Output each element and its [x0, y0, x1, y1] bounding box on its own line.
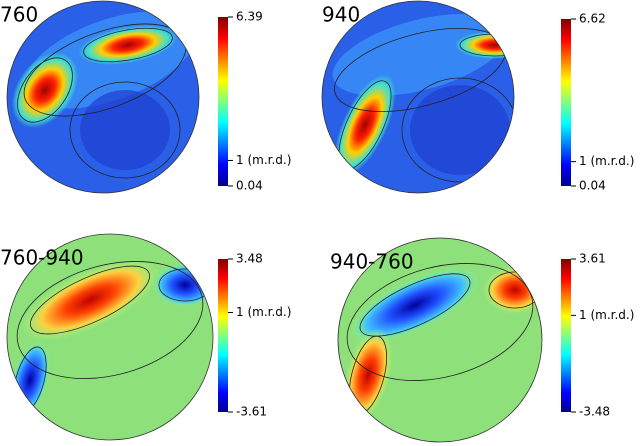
colorbar — [561, 19, 571, 186]
pole-outline — [6, 0, 200, 194]
panel-title: 940-760 — [330, 250, 414, 274]
colorbar-tick-label: 3.48 — [236, 252, 263, 266]
pole-figure — [322, 1, 514, 193]
colorbar-tick-label: 1 (m.r.d.) — [236, 153, 291, 167]
colorbar-tick-label: -3.61 — [236, 405, 267, 419]
pole-figure — [7, 234, 213, 440]
colorbar-tick-label: 1 (m.r.d.) — [236, 305, 291, 319]
colorbar-tick-label: 6.62 — [579, 12, 606, 26]
colorbar — [561, 259, 571, 412]
colorbar-tick-label: 1 (m.r.d.) — [579, 308, 634, 322]
colorbar-tick-label: 0.04 — [579, 179, 606, 193]
pole-figure — [7, 1, 199, 193]
panel-title: 760 — [0, 3, 38, 27]
colorbar-tick-label: 6.39 — [236, 10, 263, 24]
colorbar — [218, 17, 228, 186]
colorbar-tick-label: 0.04 — [236, 179, 263, 193]
colorbar — [218, 259, 228, 412]
pole-outline — [337, 237, 543, 443]
colorbar-tick-label: 3.61 — [579, 252, 606, 266]
panel-title: 760-940 — [0, 246, 84, 270]
panel-title: 940 — [322, 3, 360, 27]
pole-outline — [321, 0, 515, 194]
pole-outline — [6, 233, 214, 441]
colorbar-tick-label: 1 (m.r.d.) — [579, 154, 634, 168]
colorbar-tick-label: -3.48 — [579, 405, 610, 419]
